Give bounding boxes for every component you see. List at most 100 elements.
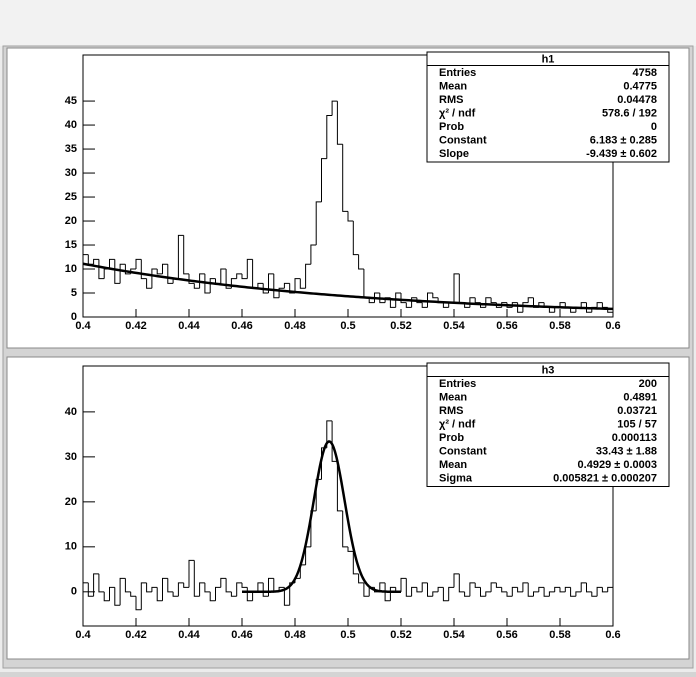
stats-value: 0.4929 ± 0.0003 <box>578 459 657 471</box>
histogram-bin <box>501 587 507 593</box>
histogram-bin <box>511 586 518 597</box>
histogram-bin <box>109 586 115 601</box>
y-tick-label: 25 <box>65 191 77 203</box>
histogram-bin <box>215 586 221 601</box>
stats-value: 33.43 ± 1.88 <box>596 446 657 458</box>
histogram-bin <box>135 596 142 611</box>
histogram-bin <box>453 573 460 588</box>
histogram-bin <box>389 586 396 601</box>
histogram-bin <box>538 586 545 592</box>
stats-label: Sigma <box>439 473 473 485</box>
histogram-bin <box>427 582 433 597</box>
histogram-bin <box>336 101 343 145</box>
histogram-bin <box>548 307 555 313</box>
histogram-bin <box>146 582 152 593</box>
histogram-bin <box>167 578 174 593</box>
y-tick-label: 10 <box>65 541 77 553</box>
histogram-bin <box>156 269 163 275</box>
stats-value: 105 / 57 <box>617 419 657 431</box>
histogram-bin <box>326 114 333 159</box>
y-tick-label: 20 <box>65 496 77 508</box>
histogram-bin <box>411 586 417 597</box>
histogram-bin <box>591 591 598 597</box>
histogram-bin <box>379 293 386 304</box>
x-tick-label: 0.58 <box>549 629 570 641</box>
histogram-bin <box>389 297 396 308</box>
stats-box <box>426 51 670 163</box>
y-tick-label: 35 <box>65 143 77 155</box>
histogram-bin <box>411 297 417 308</box>
histogram-bin <box>230 591 237 597</box>
histogram-bin <box>162 577 168 601</box>
histogram-bin <box>273 273 280 299</box>
stats-value: 4758 <box>633 67 657 79</box>
stats-value: 0.04478 <box>617 94 657 106</box>
histogram-bin <box>522 582 529 592</box>
stats-value: 0.03721 <box>617 405 657 417</box>
histogram-bin <box>225 578 232 593</box>
histogram-bin <box>374 292 380 303</box>
stats-value: 578.6 / 192 <box>602 108 657 120</box>
histogram-bin <box>315 201 322 246</box>
y-tick-label: 0 <box>71 311 77 323</box>
histogram-bin <box>596 302 603 308</box>
histogram-bin <box>490 582 497 592</box>
histogram-bin <box>241 273 248 280</box>
histogram-bin <box>469 582 476 597</box>
histogram-bin <box>458 573 465 593</box>
y-tick-label: 5 <box>71 287 77 299</box>
histogram-bin <box>114 587 121 606</box>
histogram-bin <box>570 587 576 597</box>
histogram-bin <box>172 591 179 597</box>
x-tick-label: 0.42 <box>125 320 146 332</box>
histogram-bin <box>400 577 407 592</box>
stats-label: Mean <box>439 81 467 93</box>
stats-value: 0.4891 <box>623 392 657 404</box>
y-tick-label: 30 <box>65 167 77 179</box>
stats-value: -9.439 ± 0.602 <box>586 148 657 160</box>
x-tick-label: 0.56 <box>496 629 517 641</box>
histogram-bin <box>326 420 333 448</box>
histogram-bin <box>257 582 264 592</box>
histogram-bin <box>405 302 412 308</box>
histogram-bin <box>220 268 227 284</box>
histogram-bin <box>321 158 327 202</box>
histogram-bin <box>352 221 359 256</box>
stats-label: Mean <box>439 459 467 471</box>
histogram-bin <box>368 297 375 304</box>
histogram-bin <box>188 559 195 588</box>
histogram-bin <box>384 582 391 602</box>
x-tick-label: 0.54 <box>443 629 465 641</box>
histogram-bin <box>140 259 147 280</box>
stats-value: 200 <box>639 378 657 390</box>
histogram-bin <box>199 273 205 289</box>
x-tick-label: 0.46 <box>231 629 252 641</box>
histogram-bin <box>119 263 126 284</box>
stats-label: Prob <box>439 121 464 133</box>
y-tick-label: 15 <box>65 239 77 251</box>
histogram-bin <box>570 307 576 313</box>
histogram-bin <box>548 591 555 597</box>
histogram-bin <box>299 278 306 289</box>
histogram-bin <box>490 297 497 304</box>
histogram-bin <box>607 586 613 592</box>
histogram-bin <box>199 582 205 597</box>
histogram-bin <box>268 577 274 597</box>
histogram-bin <box>517 587 523 593</box>
histogram-bin <box>294 278 301 294</box>
histogram-bin <box>140 582 147 610</box>
x-tick-label: 0.5 <box>340 629 355 641</box>
histogram-bin <box>236 582 242 597</box>
histogram-bin <box>283 587 290 606</box>
histogram-bin <box>167 264 174 284</box>
histogram-bin <box>442 302 449 308</box>
histogram-bin <box>586 302 592 313</box>
x-tick-label: 0.48 <box>284 629 305 641</box>
stats-label: Entries <box>439 67 476 79</box>
histogram-bin <box>432 591 439 597</box>
stats-box <box>426 362 670 487</box>
x-tick-label: 0.44 <box>178 320 200 332</box>
histogram-bin <box>347 211 354 222</box>
stats-label: Entries <box>439 378 476 390</box>
